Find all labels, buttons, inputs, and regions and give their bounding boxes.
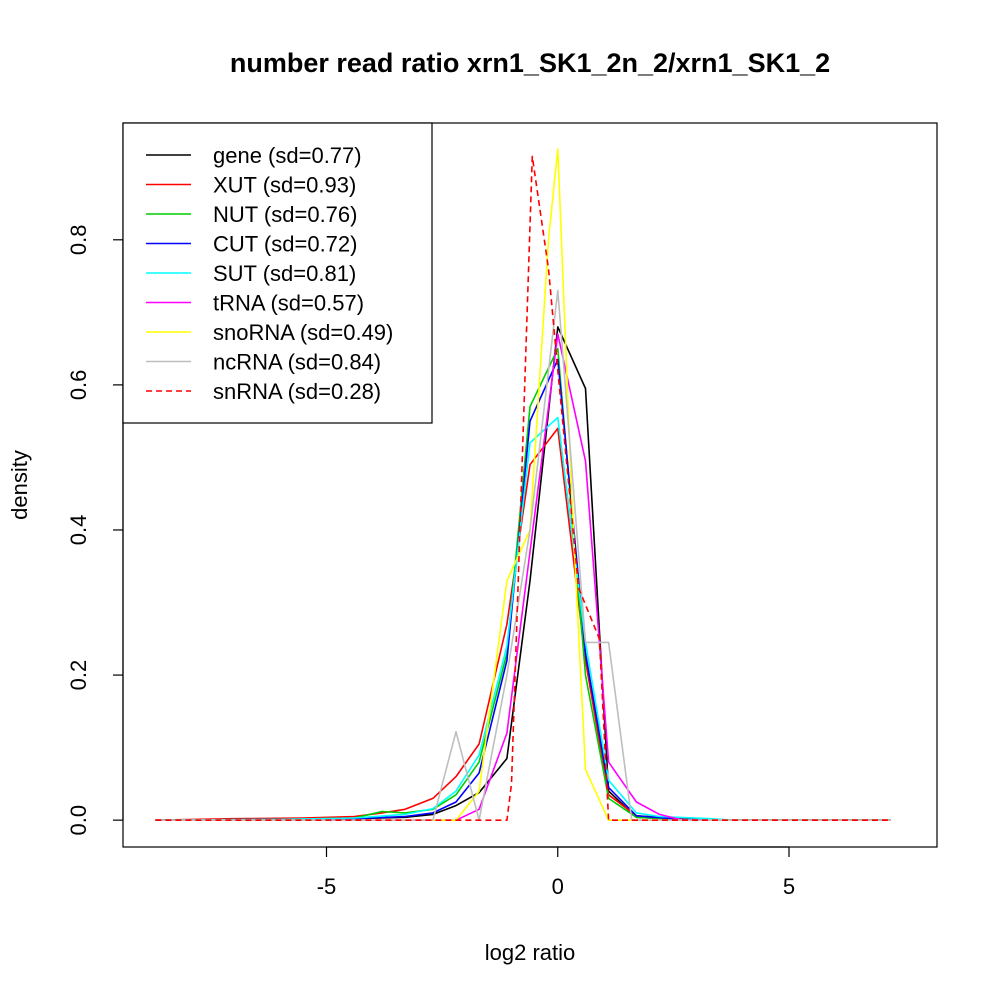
series-line-4: [155, 416, 891, 822]
series-line-7: [155, 289, 891, 822]
legend: gene (sd=0.77) XUT (sd=0.93) NUT (sd=0.76)…: [122, 122, 433, 424]
y-tick-label: 0.6: [66, 370, 91, 401]
legend-label-5: tRNA (sd=0.57): [213, 291, 364, 316]
legend-label-1: XUT (sd=0.93): [213, 173, 356, 198]
chart-title: number read ratio xrn1_SK1_2n_2/xrn1_SK1…: [230, 48, 830, 78]
legend-label-3: CUT (sd=0.72): [213, 232, 357, 257]
legend-label-0: gene (sd=0.77): [213, 143, 362, 168]
legend-label-6: snoRNA (sd=0.49): [213, 320, 393, 345]
x-tick-label: 0: [552, 874, 564, 899]
series-line-5: [155, 333, 891, 822]
y-axis-label: density: [7, 450, 32, 520]
legend-label-2: NUT (sd=0.76): [213, 202, 357, 227]
legend-label-4: SUT (sd=0.81): [213, 261, 356, 286]
y-tick-label: 0.2: [66, 660, 91, 691]
x-axis-label: log2 ratio: [485, 940, 576, 965]
plot-frame: [122, 122, 938, 848]
x-tick-label: 5: [783, 874, 795, 899]
x-tick-label: -5: [317, 874, 337, 899]
legend-label-8: snRNA (sd=0.28): [213, 379, 381, 404]
y-tick-label: 0.0: [66, 805, 91, 836]
series-line-6: [155, 148, 891, 822]
y-tick-label: 0.4: [66, 515, 91, 546]
series-line-8: [155, 155, 891, 822]
series-layer: [155, 148, 891, 822]
y-tick-label: 0.8: [66, 225, 91, 256]
legend-label-7: ncRNA (sd=0.84): [213, 350, 381, 375]
